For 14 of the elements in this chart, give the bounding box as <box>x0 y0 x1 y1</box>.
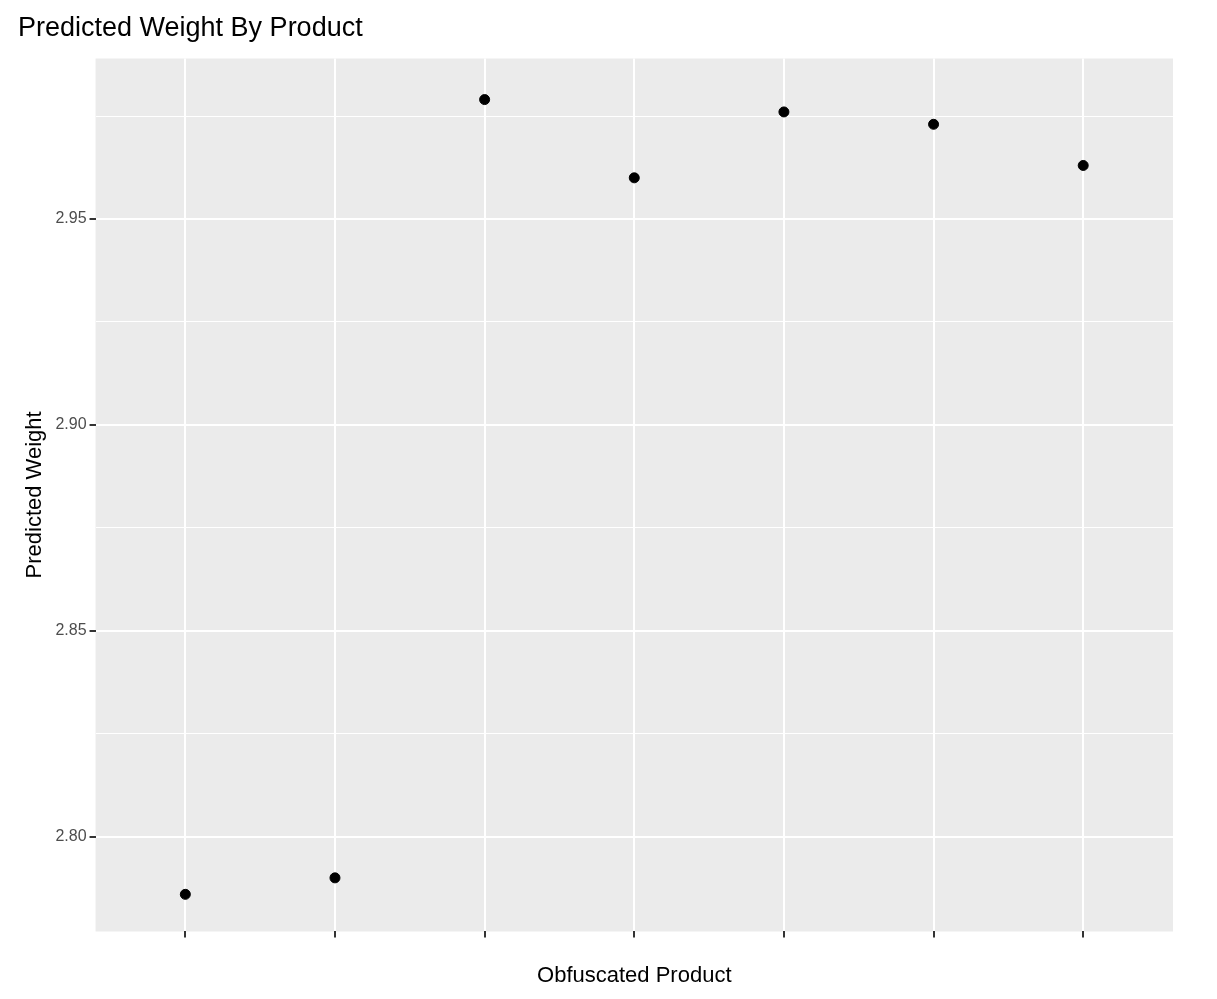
point <box>778 106 790 118</box>
point <box>479 94 491 106</box>
y-tick-label: 2.95 <box>55 209 87 227</box>
point <box>329 872 341 884</box>
y-axis-title: Predicted Weight <box>21 411 47 579</box>
x-axis-title: Obfuscated Product <box>537 961 732 987</box>
point <box>928 118 940 130</box>
point <box>179 888 191 900</box>
y-tick-label: 2.80 <box>55 827 87 845</box>
y-tick-label: 2.85 <box>55 621 87 639</box>
chart-title: Predicted Weight By Product <box>18 11 364 42</box>
point <box>1077 159 1089 171</box>
point <box>628 172 640 184</box>
y-tick-label: 2.90 <box>55 415 87 433</box>
